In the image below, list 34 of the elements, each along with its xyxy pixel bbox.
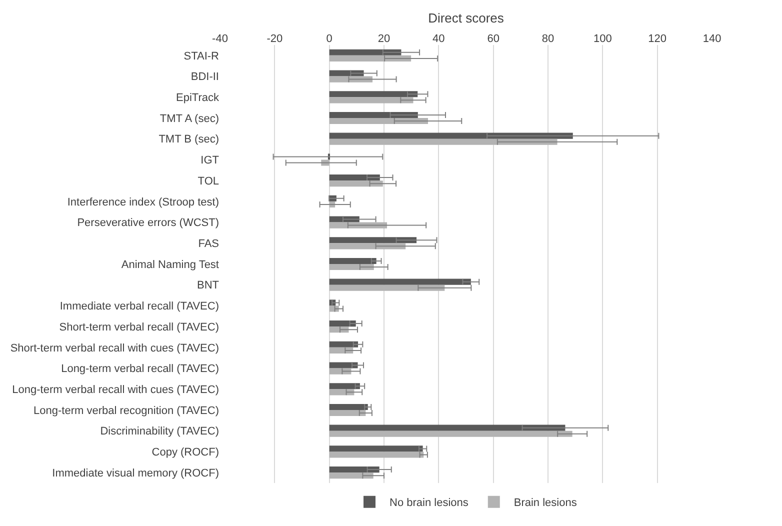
legend-label: No brain lesions [390, 497, 469, 510]
x-tick-label: 100 [593, 32, 612, 45]
y-tick-label: Copy (ROCF) [152, 446, 219, 459]
x-tick-label: 60 [487, 32, 500, 45]
y-tick-label: Long-term verbal recall (TAVEC) [61, 363, 219, 376]
y-tick-label: Immediate verbal recall (TAVEC) [60, 300, 219, 313]
y-tick-label: Animal Naming Test [121, 258, 219, 271]
y-tick-label: TMT A (sec) [160, 112, 219, 125]
y-tick-label: Interference index (Stroop test) [67, 196, 219, 208]
y-tick-label: Perseverative errors (WCST) [77, 217, 219, 230]
x-tick-label: -40 [212, 32, 228, 45]
x-tick-label: 140 [702, 32, 722, 45]
y-tick-label: Discriminability (TAVEC) [100, 426, 219, 438]
x-tick-label: 120 [648, 32, 667, 45]
y-tick-label: Immediate visual memory (ROCF) [52, 467, 219, 480]
x-tick-label: 20 [378, 32, 390, 45]
y-tick-label: FAS [198, 238, 219, 250]
y-tick-label: Short-term verbal recall (TAVEC) [59, 321, 219, 334]
y-tick-label: Short-term verbal recall with cues (TAVEC) [10, 342, 219, 354]
y-tick-label: EpiTrack [176, 92, 220, 104]
x-tick-label: -20 [266, 32, 283, 45]
y-tick-label: Long-term verbal recognition (TAVEC) [34, 404, 219, 417]
y-tick-label: BDI-II [190, 71, 219, 84]
x-tick-label: 40 [432, 32, 445, 45]
y-tick-label: IGT [200, 154, 220, 167]
y-tick-label: TMT B (sec) [158, 134, 219, 146]
x-tick-label: 80 [542, 32, 554, 45]
y-tick-label: TOL [198, 175, 219, 188]
y-tick-label: BNT [197, 280, 220, 292]
y-tick-label: Long-term verbal recall with cues (TAVEC) [12, 384, 219, 396]
legend-label: Brain lesions [514, 497, 578, 510]
x-axis-title: Direct scores [428, 10, 504, 26]
y-tick-label: STAI-R [184, 50, 220, 62]
x-tick-label: 0 [326, 32, 332, 45]
